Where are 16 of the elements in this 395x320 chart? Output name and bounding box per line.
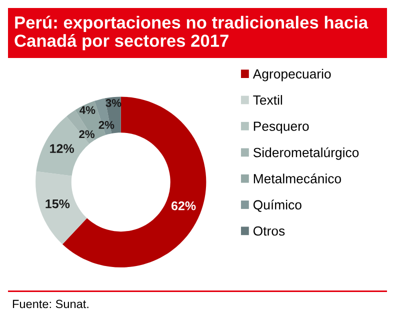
data-label: 15% (46, 199, 70, 208)
data-label: 4% (80, 106, 96, 114)
legend-label: Siderometalúrgico (253, 147, 359, 160)
legend-label: Textil (253, 95, 282, 105)
data-label: 12% (50, 144, 74, 153)
legend-label: Agropecuario (252, 68, 331, 82)
legend-label: Pesquero (254, 122, 309, 134)
donut-slice (36, 171, 87, 244)
data-label: 62% (171, 201, 196, 210)
data-label: 2% (98, 121, 114, 129)
legend-label: Otros (253, 226, 285, 236)
legend-label: Químico (253, 200, 302, 212)
legend-label: Metalmecánico (254, 174, 342, 184)
source-note: Fuente: Sunat. (12, 300, 88, 308)
data-label: 2% (79, 130, 95, 138)
chart-title: Perú: exportaciones no tradicionales hacia Canadá por sectores 2017 (14, 16, 368, 50)
